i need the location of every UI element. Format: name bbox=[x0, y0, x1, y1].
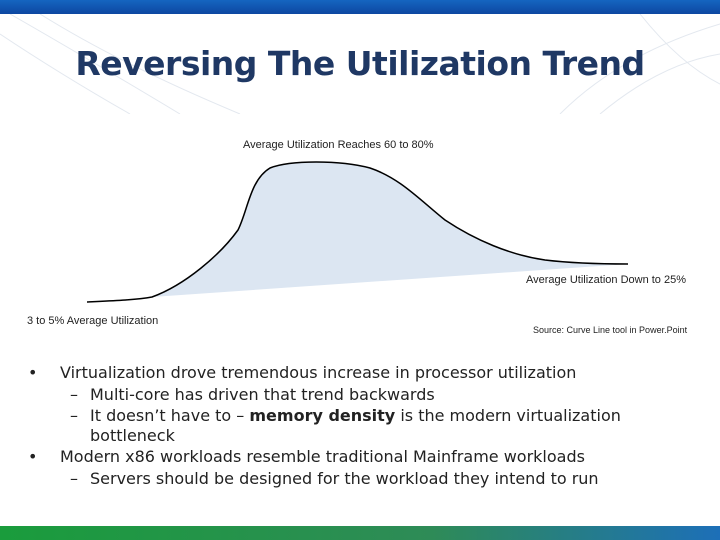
bullet-marker: • bbox=[28, 363, 38, 382]
bullet-item: • Virtualization drove tremendous increa… bbox=[28, 362, 688, 384]
slide-title: Reversing The Utilization Trend bbox=[75, 44, 645, 83]
header-decoration bbox=[0, 14, 720, 114]
bullet-list: • Virtualization drove tremendous increa… bbox=[28, 362, 688, 490]
sub-bullet-text: Multi-core has driven that trend backwar… bbox=[90, 385, 435, 404]
bullet-text: Modern x86 workloads resemble traditiona… bbox=[60, 447, 585, 466]
sub-bullet-text-post: is the modern virtualization bottleneck bbox=[90, 406, 621, 445]
sub-bullet-item: – Servers should be designed for the wor… bbox=[28, 468, 688, 490]
curve-fill-area bbox=[152, 162, 628, 297]
dash-marker: – bbox=[70, 385, 78, 404]
top-accent-bar bbox=[0, 0, 720, 14]
sub-bullet-text-pre: It doesn’t have to – bbox=[90, 406, 250, 425]
dash-marker: – bbox=[70, 469, 78, 488]
down-utilization-label: Average Utilization Down to 25% bbox=[526, 274, 686, 286]
curve-line bbox=[86, 161, 629, 303]
sub-bullet-item: – It doesn’t have to – memory density is… bbox=[28, 406, 688, 446]
peak-utilization-label: Average Utilization Reaches 60 to 80% bbox=[243, 139, 434, 151]
sub-bullet-text: Servers should be designed for the workl… bbox=[90, 469, 599, 488]
dash-marker: – bbox=[70, 406, 78, 425]
bottom-accent-bar bbox=[0, 526, 720, 540]
low-utilization-label: 3 to 5% Average Utilization bbox=[27, 315, 159, 327]
bullet-item: • Modern x86 workloads resemble traditio… bbox=[28, 446, 688, 468]
bullet-text: Virtualization drove tremendous increase… bbox=[60, 363, 577, 382]
source-label: Source: Curve Line tool in Power.Point bbox=[533, 325, 688, 335]
sub-bullet-item: – Multi-core has driven that trend backw… bbox=[28, 384, 688, 406]
sub-bullet-strong: memory density bbox=[249, 406, 396, 425]
bullet-marker: • bbox=[28, 447, 38, 466]
